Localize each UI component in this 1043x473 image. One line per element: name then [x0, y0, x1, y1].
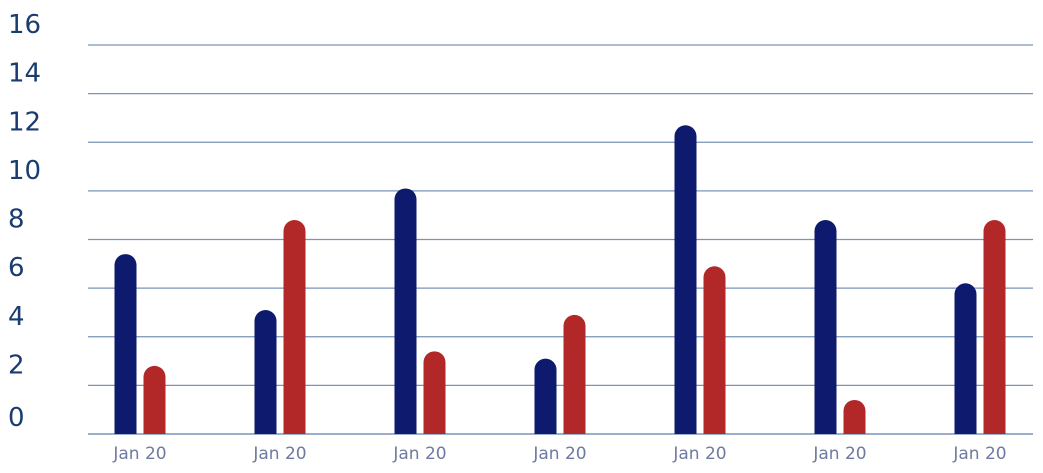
y-axis-tick-labels: 0 2 4 6 8 10 12 14 16	[8, 10, 41, 433]
bar-series-1-category-1	[114, 254, 137, 434]
y-tick-label: 8	[8, 205, 25, 235]
y-tick-label: 2	[8, 350, 25, 380]
bar-series-1-category-7	[954, 283, 977, 434]
bar-series-1-category-2	[254, 310, 277, 434]
x-tick-label: Jan 20	[112, 444, 166, 464]
y-tick-label: 10	[8, 156, 41, 186]
bar-series-2-category-5	[703, 266, 726, 434]
x-tick-label: Jan 20	[952, 444, 1006, 464]
bar-series-1-category-5	[674, 125, 697, 434]
bar-series-1-category-6	[814, 220, 837, 434]
bar-series-1-category-3	[394, 188, 417, 434]
bar-series-2-category-1	[143, 365, 166, 434]
bar-series-2-category-3	[423, 351, 446, 434]
bar-series-2-category-7	[983, 220, 1006, 434]
x-tick-label: Jan 20	[812, 444, 866, 464]
y-tick-label: 4	[8, 302, 25, 332]
gridlines	[88, 44, 1033, 435]
x-tick-label: Jan 20	[252, 444, 306, 464]
x-tick-label: Jan 20	[532, 444, 586, 464]
bar-series-2-category-4	[563, 314, 586, 434]
bar-series-2-category-6	[843, 399, 866, 434]
x-tick-label: Jan 20	[672, 444, 726, 464]
bar-series-2-category-2	[283, 220, 306, 434]
y-tick-label: 0	[8, 403, 25, 433]
y-tick-label: 14	[8, 59, 41, 89]
bars	[114, 125, 1006, 434]
y-tick-label: 6	[8, 253, 25, 283]
y-tick-label: 12	[8, 107, 41, 137]
x-axis-tick-labels: Jan 20 Jan 20 Jan 20 Jan 20 Jan 20 Jan 20 Jan …	[112, 444, 1006, 464]
x-tick-label: Jan 20	[392, 444, 446, 464]
y-tick-label: 16	[8, 10, 41, 40]
bar-series-1-category-4	[534, 358, 557, 434]
